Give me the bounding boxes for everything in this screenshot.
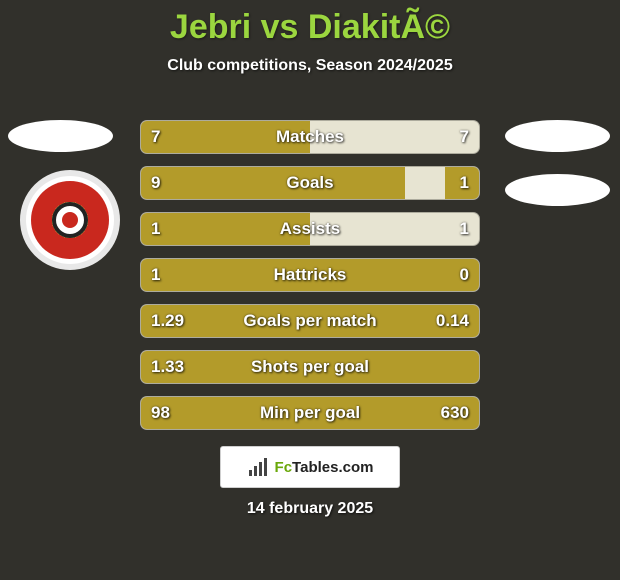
player2-avatar-placeholder	[505, 120, 610, 152]
stat-row: Min per goal98630	[140, 396, 480, 430]
stat-fill-left	[141, 121, 310, 153]
club-badge-center	[52, 202, 88, 238]
stat-row: Matches77	[140, 120, 480, 154]
stat-fill-right	[185, 397, 479, 429]
stat-fill-left	[141, 213, 310, 245]
brand-suffix: Tables.com	[292, 459, 373, 476]
stat-fill-left	[141, 397, 185, 429]
report-date: 14 february 2025	[0, 500, 620, 518]
stat-fill-left	[141, 259, 479, 291]
stat-value-right: 1	[460, 213, 469, 245]
stat-fill-left	[141, 167, 405, 199]
stat-fill-left	[141, 351, 479, 383]
player1-club-logo	[20, 170, 120, 270]
stat-fill-right	[445, 305, 479, 337]
club-badge-icon	[31, 181, 109, 259]
chart-icon	[247, 458, 269, 476]
brand-prefix: Fc	[275, 459, 293, 476]
page-title: Jebri vs DiakitÃ©	[0, 0, 620, 47]
player1-avatar-placeholder	[8, 120, 113, 152]
fctables-badge[interactable]: FcTables.com	[220, 446, 400, 488]
brand-text: FcTables.com	[275, 459, 374, 476]
stat-fill-right	[445, 167, 479, 199]
stat-row: Goals per match1.290.14	[140, 304, 480, 338]
stat-value-right: 7	[460, 121, 469, 153]
stat-row: Shots per goal1.33	[140, 350, 480, 384]
stats-bars: Matches77 Goals91 Assists11 Hattricks10 Goal…	[140, 120, 480, 442]
player2-club-placeholder	[505, 174, 610, 206]
subtitle: Club competitions, Season 2024/2025	[0, 57, 620, 75]
stat-fill-left	[141, 305, 445, 337]
stat-row: Assists11	[140, 212, 480, 246]
stat-row: Goals91	[140, 166, 480, 200]
stat-row: Hattricks10	[140, 258, 480, 292]
